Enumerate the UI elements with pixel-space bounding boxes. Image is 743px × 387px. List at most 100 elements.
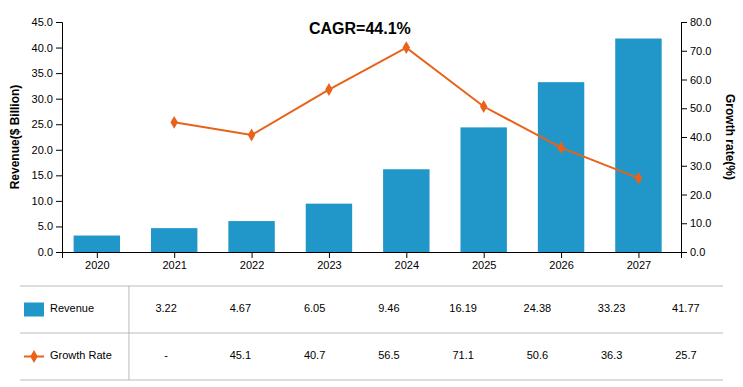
tick: 15.0 xyxy=(32,169,62,181)
tick-label: 30.0 xyxy=(690,160,711,172)
tick: 0.0 xyxy=(681,246,705,258)
bar xyxy=(460,127,506,252)
tick: 25.0 xyxy=(32,118,62,130)
data-label: 50.6 xyxy=(527,349,548,361)
tick-label: 10.0 xyxy=(690,217,711,229)
marker xyxy=(248,129,255,142)
legend-label: Growth Rate xyxy=(50,349,112,361)
data-label: 56.5 xyxy=(378,349,399,361)
tick-label: 70.0 xyxy=(690,45,711,57)
marker xyxy=(403,41,410,54)
y-axis: 0.0 5.0 10.0 15.0 20.0 25.0 30.0 35.0 40.0 45.0 xyxy=(32,16,63,258)
tick: 30.0 xyxy=(32,93,62,105)
tick-mark xyxy=(561,252,562,258)
data-label: 33.23 xyxy=(598,302,626,314)
tick-mark xyxy=(56,48,62,49)
y2-axis: 0.0 10.0 20.0 30.0 40.0 50.0 60.0 70.0 80.0 xyxy=(681,16,711,258)
tick-mark xyxy=(56,73,62,74)
tick-mark xyxy=(681,137,687,138)
plot-area xyxy=(74,39,662,252)
axis-line xyxy=(56,23,63,253)
y-axis-title: Revenue($ Billion) xyxy=(8,85,22,190)
tick-mark xyxy=(56,150,62,151)
bar xyxy=(228,221,274,252)
table-rule xyxy=(20,333,723,334)
data-label: 16.19 xyxy=(449,302,477,314)
tick-label: 2025 xyxy=(472,259,496,271)
table-rule xyxy=(20,380,723,381)
tick: 10.0 xyxy=(32,195,62,207)
tick-mark xyxy=(56,175,62,176)
tick-label: 25.0 xyxy=(32,118,53,130)
tick-mark xyxy=(406,252,407,258)
tick: 2027 xyxy=(627,252,651,271)
data-label: 71.1 xyxy=(452,349,473,361)
tick: 80.0 xyxy=(681,16,711,28)
tick-mark xyxy=(681,223,687,224)
marker xyxy=(635,172,642,185)
tick-label: 2021 xyxy=(162,259,186,271)
legend-label: Revenue xyxy=(50,302,94,314)
tick-label: 15.0 xyxy=(32,169,53,181)
data-label: 41.77 xyxy=(672,302,700,314)
tick-mark xyxy=(56,124,62,125)
tick-label: 60.0 xyxy=(690,74,711,86)
tick-mark xyxy=(56,99,62,100)
data-label: 25.7 xyxy=(675,349,696,361)
bar xyxy=(151,228,197,252)
tick: 2021 xyxy=(162,252,186,271)
tick-mark xyxy=(681,51,687,52)
marker xyxy=(170,116,177,129)
data-label: 40.7 xyxy=(304,349,325,361)
axis-line xyxy=(682,23,688,253)
tick: 70.0 xyxy=(681,45,711,57)
data-label: 4.67 xyxy=(230,302,251,314)
tick: 50.0 xyxy=(681,102,711,114)
tick-label: 2020 xyxy=(85,259,109,271)
tick-mark xyxy=(681,166,687,167)
bar xyxy=(615,39,661,252)
tick-mark xyxy=(638,252,639,258)
bar xyxy=(74,236,120,252)
tick-label: 80.0 xyxy=(690,16,711,28)
marker xyxy=(557,141,564,154)
y2-axis-title: Growth rate(%) xyxy=(723,94,737,180)
tick-label: 2022 xyxy=(240,259,264,271)
axis-line xyxy=(63,253,682,259)
marker xyxy=(325,83,332,96)
tick: 20.0 xyxy=(681,189,711,201)
tick: 35.0 xyxy=(32,67,62,79)
tick-mark xyxy=(681,108,687,109)
chart: 2020 2021 2022 2023 2024 2025 2026 2027 0.0 5.0 10… xyxy=(0,0,743,387)
tick-label: 40.0 xyxy=(32,42,53,54)
tick-label: 50.0 xyxy=(690,102,711,114)
tick-label: 5.0 xyxy=(38,220,53,232)
tick-label: 30.0 xyxy=(32,93,53,105)
line-series xyxy=(170,41,642,184)
tick: 10.0 xyxy=(681,217,711,229)
tick: 60.0 xyxy=(681,74,711,86)
tick: 45.0 xyxy=(32,16,62,28)
marker xyxy=(480,100,487,113)
tick: 2023 xyxy=(317,252,341,271)
data-label: 24.38 xyxy=(524,302,552,314)
tick-label: 35.0 xyxy=(32,67,53,79)
bar xyxy=(306,204,352,252)
tick-label: 45.0 xyxy=(32,16,53,28)
data-label: 6.05 xyxy=(304,302,325,314)
legend-table: Revenue3.224.676.059.4616.1924.3833.2341… xyxy=(20,286,723,380)
tick-mark xyxy=(681,252,687,253)
legend-marker xyxy=(30,350,37,363)
tick-label: 0.0 xyxy=(38,246,53,258)
tick-label: 20.0 xyxy=(32,144,53,156)
bar xyxy=(383,169,429,252)
tick-label: 2023 xyxy=(317,259,341,271)
tick-mark xyxy=(174,252,175,258)
tick-mark xyxy=(56,22,62,23)
tick: 2026 xyxy=(549,252,573,271)
tick-mark xyxy=(681,195,687,196)
tick-mark xyxy=(56,226,62,227)
table-rule xyxy=(128,286,129,380)
tick-label: 40.0 xyxy=(690,131,711,143)
tick: 2024 xyxy=(395,252,419,271)
